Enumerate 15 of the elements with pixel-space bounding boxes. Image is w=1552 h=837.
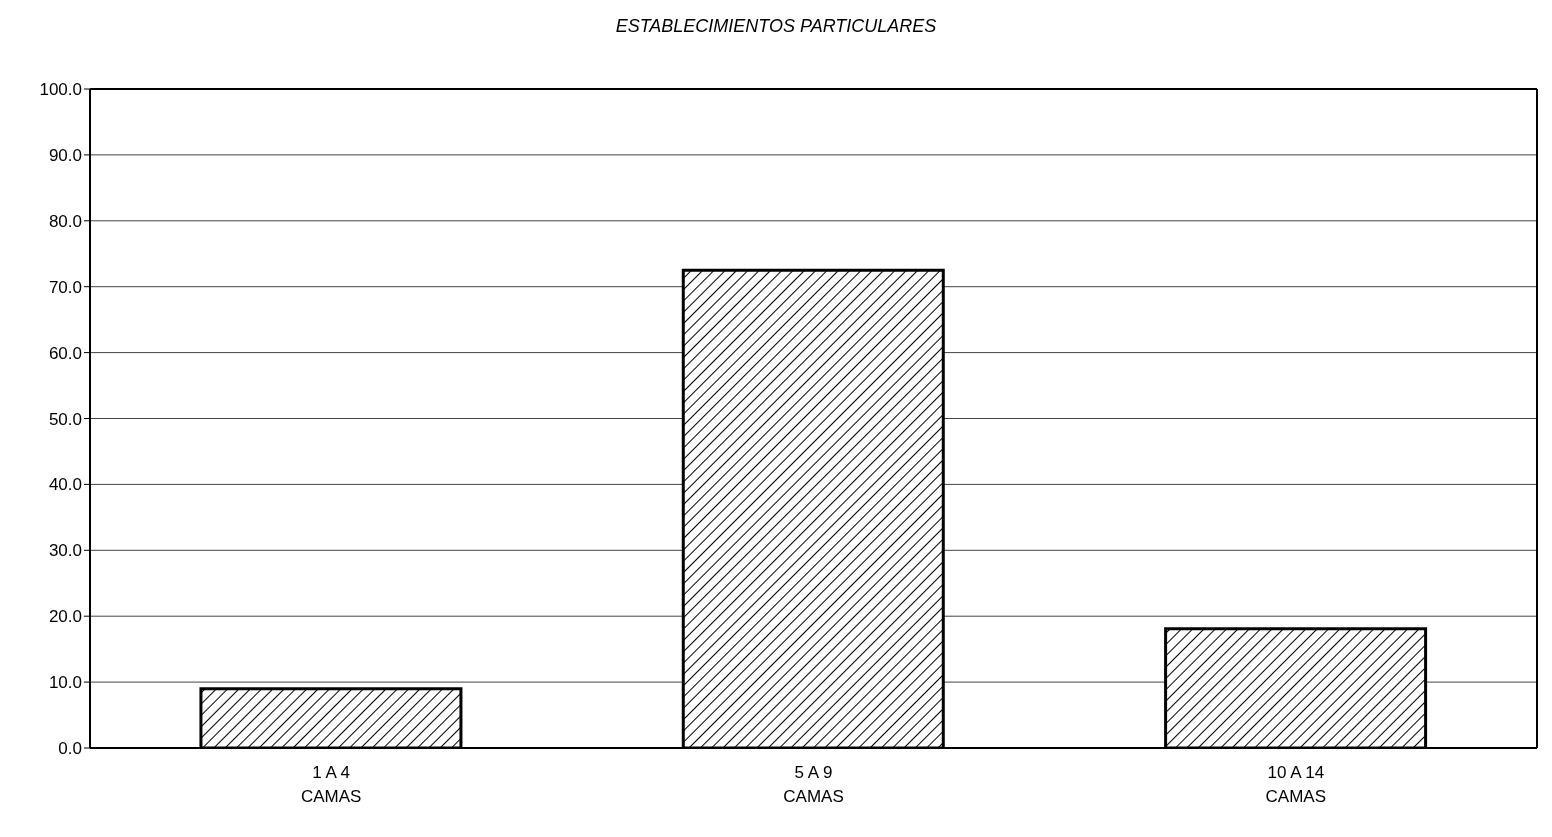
y-tick-label: 0.0: [58, 739, 82, 759]
y-tick-label: 70.0: [48, 277, 82, 297]
x-tick-label: 1 A 4 CAMAS: [300, 763, 362, 806]
y-tick-label: 30.0: [48, 541, 82, 561]
y-tick-label: 20.0: [48, 607, 82, 627]
y-tick-label: 100.0: [39, 80, 82, 100]
y-tick-label: 50.0: [48, 409, 82, 429]
x-tick-label: 10 A 14 CAMAS: [1265, 763, 1327, 806]
y-tick-label: 90.0: [48, 145, 82, 165]
y-tick-label: 80.0: [48, 211, 82, 231]
y-tick-label: 40.0: [48, 475, 82, 495]
y-tick-label: 10.0: [48, 673, 82, 693]
y-tick-label: 60.0: [48, 343, 82, 363]
x-tick-label: 5 A 9 CAMAS: [783, 763, 844, 806]
chart-title: ESTABLECIMIENTOS PARTICULARES: [614, 15, 938, 38]
